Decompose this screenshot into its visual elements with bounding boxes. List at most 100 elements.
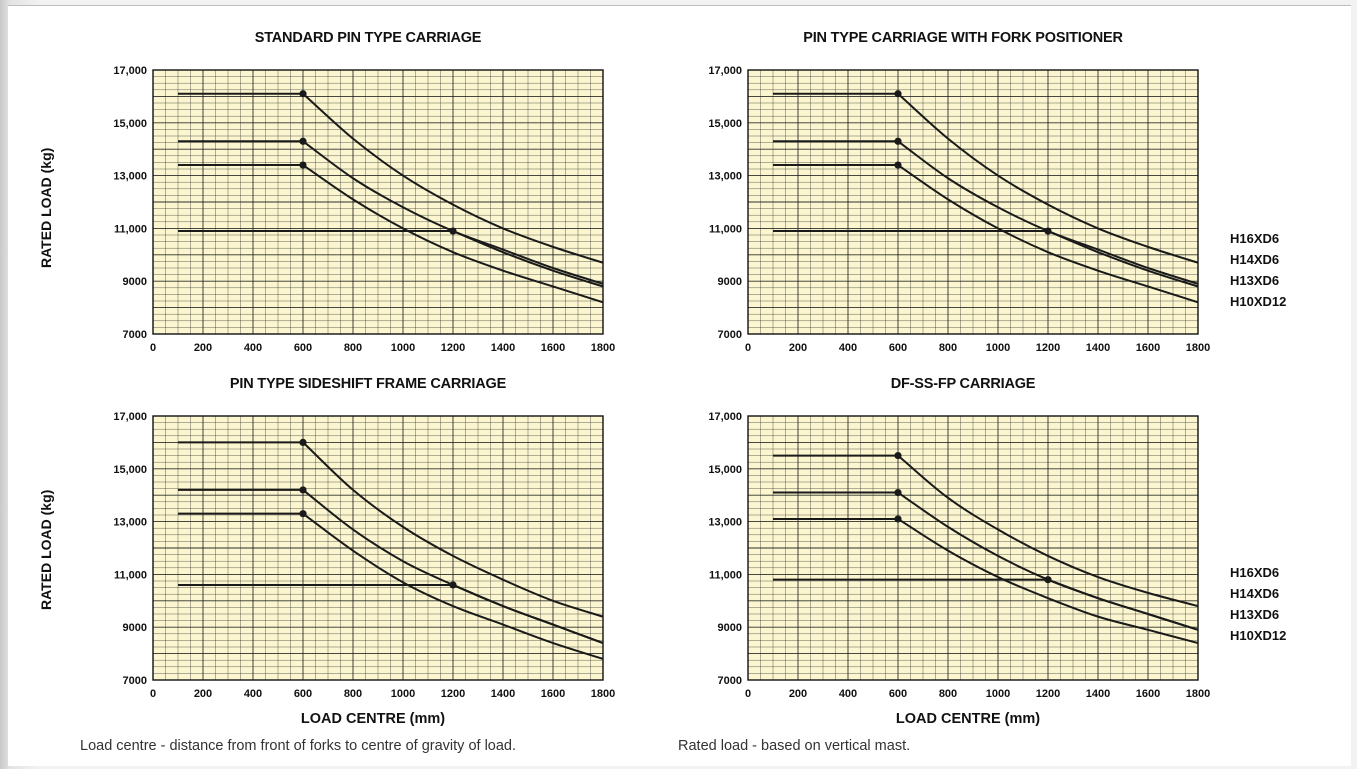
chart-plot: 0 200 400 600 800 1000 1200 1400 1600 1800 7000 900… [708,65,1210,354]
x-tick-label: 600 [294,688,312,700]
series-corner-point [894,137,902,145]
x-tick-label: 1000 [986,342,1010,354]
x-tick-label: 600 [294,342,312,354]
series-corner-point [1044,576,1052,584]
legend-top: H16XD6 H14XD6 H13XD6 H10XD12 [1230,228,1286,312]
x-tick-label: 1600 [541,342,565,354]
x-tick-label: 1800 [591,688,615,700]
series-corner-point [449,227,457,235]
series-corner-point [299,486,307,494]
series-corner-point [894,488,902,497]
plot-frame [747,69,1199,335]
x-tick-label: 1200 [1036,342,1060,354]
y-tick-label: 17,000 [708,411,742,423]
y-tick-label: 17,000 [113,65,147,77]
series-corner-point [299,161,307,169]
y-tick-label: 11,000 [709,223,742,235]
chart-title: DF-SS-FP CARRIAGE [890,376,1036,392]
x-tick-label: 1200 [441,688,465,700]
series-line-h16xd6 [178,92,604,264]
series-line-h16xd6 [178,441,604,618]
footnote-rated-load: Rated load - based on vertical mast. [678,738,911,754]
series-line-h10xd12 [773,230,1199,288]
x-tick-label: 1400 [1086,688,1110,700]
x-tick-label: 400 [839,342,857,354]
series-corner-point [299,137,307,145]
legend-item: H10XD12 [1230,628,1287,643]
chart-plot: 0 200 400 600 800 1000 1200 1400 1600 1800 7000 900… [708,411,1210,700]
series-corner-point [894,161,902,169]
x-tick-label: 0 [150,342,156,354]
legend-item: H16XD6 [1230,565,1280,580]
chart-title: STANDARD PIN TYPE CARRIAGE [254,30,482,46]
y-tick-label: 9000 [718,622,742,634]
series-corner-point [299,438,307,446]
series-corner-point [299,510,307,518]
footnote-load-centre: Load centre - distance from front of for… [80,738,517,754]
series-line-h16xd6 [773,92,1199,264]
x-tick-label: 1800 [591,342,615,354]
x-tick-label: 200 [194,688,212,700]
y-tick-label: 11,000 [709,569,742,581]
legend-item: H13XD6 [1230,273,1280,288]
series-corner-point [299,90,307,98]
series-line-h13xd6 [178,164,604,304]
y-tick-label: 9000 [718,276,742,288]
x-tick-label: 200 [789,342,807,354]
x-tick-label: 0 [745,342,751,354]
plot-frame [747,415,1199,681]
grid-lines [152,69,604,335]
chart-df-ss-fp-carriage: DF-SS-FP CARRIAGE 0 200 400 600 800 1000 1200 1… [663,376,1223,716]
series-line-h13xd6 [773,517,1199,645]
chart-title: PIN TYPE CARRIAGE WITH FORK POSITIONER [803,30,1123,46]
series-line-h13xd6 [178,512,604,660]
x-tick-label: 1000 [391,688,415,700]
y-tick-label: 7000 [123,329,147,341]
x-tick-label: 1800 [1186,688,1210,700]
y-tick-label: 7000 [718,675,742,687]
x-tick-label: 400 [244,688,262,700]
x-tick-label: 0 [150,688,156,700]
x-tick-label: 1000 [986,688,1010,700]
x-axis-label: LOAD CENTRE (mm) [300,711,446,727]
y-axis-label: RATED LOAD (kg) [38,489,54,610]
chart-plot: 0 200 400 600 800 1000 1200 1400 1600 1800 7000 900… [113,411,615,700]
x-tick-label: 200 [789,688,807,700]
grid-lines [152,415,604,681]
chart-plot: 0 200 400 600 800 1000 1200 1400 1600 1800 7000 900… [113,65,615,354]
spec-panel: STANDARD PIN TYPE CARRIAGE 0 200 400 600 800… [8,5,1351,766]
series-corner-point [894,452,902,460]
y-tick-label: 13,000 [113,517,147,529]
series-line-h10xd12 [773,578,1199,631]
y-tick-label: 9000 [123,276,147,288]
y-tick-label: 11,000 [114,223,147,235]
chart-pin-type-fork-positioner: PIN TYPE CARRIAGE WITH FORK POSITIONER 0… [663,30,1223,370]
series-corner-point [894,90,902,98]
y-tick-label: 13,000 [708,171,742,183]
x-tick-label: 1200 [1036,688,1060,700]
x-tick-label: 800 [344,342,362,354]
y-tick-label: 7000 [123,675,147,687]
x-tick-label: 200 [194,342,212,354]
x-tick-label: 400 [839,688,857,700]
series-corner-point [1044,227,1052,235]
y-tick-label: 15,000 [708,118,742,130]
y-tick-label: 13,000 [708,517,742,529]
series-corner-point [449,581,457,589]
x-tick-label: 600 [889,342,907,354]
y-tick-label: 15,000 [708,464,742,476]
chart-pin-type-sideshift-frame: PIN TYPE SIDESHIFT FRAME CARRIAGE 0 200 40… [68,376,628,716]
series-line-h10xd12 [178,583,604,644]
legend-item: H14XD6 [1230,252,1280,267]
x-tick-label: 600 [889,688,907,700]
series-corner-point [894,515,902,523]
x-tick-label: 1400 [491,688,515,700]
x-tick-label: 1200 [441,342,465,354]
plot-frame [152,415,604,681]
chart-title: PIN TYPE SIDESHIFT FRAME CARRIAGE [229,376,507,392]
x-axis-label: LOAD CENTRE (mm) [895,711,1041,727]
y-axis-label: RATED LOAD (kg) [38,147,54,268]
chart-standard-pin-type-carriage: STANDARD PIN TYPE CARRIAGE 0 200 400 600 800… [68,30,628,370]
y-tick-label: 15,000 [113,118,147,130]
x-tick-label: 1600 [1136,342,1160,354]
